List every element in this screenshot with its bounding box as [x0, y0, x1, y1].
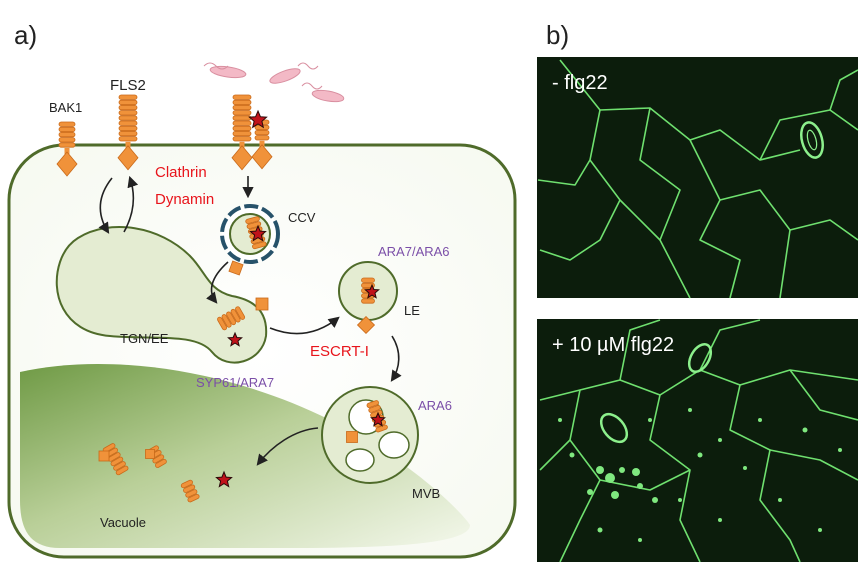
cell-wall-outline	[539, 439, 571, 471]
tgn-ee-compartment	[55, 226, 268, 364]
endosome-punctum	[818, 528, 822, 532]
endosome-punctum	[597, 527, 603, 533]
endosome-punctum	[678, 498, 682, 502]
label-fls2: FLS2	[110, 77, 146, 94]
label-tgn-ee: TGN/EE	[120, 331, 169, 346]
cell-wall-outline	[699, 199, 741, 299]
label-escrt: ESCRT-I	[310, 343, 369, 360]
flg22-ligand-icon	[248, 109, 268, 129]
flg22-ligand-icon	[249, 224, 267, 242]
degraded-receptor	[180, 479, 200, 503]
label-ara6: ARA6	[418, 398, 452, 413]
endosome-punctum	[743, 466, 747, 470]
endosome-punctum	[758, 418, 762, 422]
cell-wall-outline	[829, 69, 858, 111]
kinase-domain	[255, 297, 269, 311]
kinase-domain	[98, 450, 110, 462]
label-ccv: CCV	[288, 210, 316, 225]
receptor-bak1-activated	[251, 119, 273, 170]
endosome-punctum	[697, 452, 703, 458]
endosome-punctum	[605, 473, 615, 483]
micrograph-treated: + 10 µM flg22	[537, 319, 858, 562]
cell-wall-outline	[539, 369, 858, 401]
arrow-ccv-to-tgn	[206, 261, 229, 304]
label-ara7-ara6: ARA7/ARA6	[378, 244, 450, 259]
receptor-fls2	[117, 94, 139, 171]
cell-wall-outline	[619, 199, 661, 241]
flg22-ligand-icon	[227, 331, 243, 347]
mvb-vesicle	[378, 431, 410, 459]
arrow-recycling-up	[123, 175, 139, 233]
endosome-punctum	[619, 467, 625, 473]
endosome-punctum	[637, 483, 643, 489]
stomata	[800, 121, 824, 159]
stomata	[687, 343, 713, 373]
flg22-ligand-icon	[364, 283, 380, 299]
cell-wall-outline	[599, 469, 691, 491]
label-syp61-ara7: SYP61/ARA7	[196, 375, 274, 390]
kinase-domain	[346, 431, 358, 443]
kinase-domain	[356, 315, 376, 335]
cell-wall-outline	[789, 369, 858, 421]
endosome-punctum	[587, 489, 593, 495]
flg22-ligand-icon	[215, 470, 233, 488]
endosome-punctum	[778, 498, 782, 502]
label-clathrin: Clathrin	[155, 164, 207, 181]
cell-wall-outline	[699, 319, 761, 371]
flg22-ligand-icon	[370, 411, 386, 427]
cell-wall-outline	[789, 219, 858, 241]
receptor-bak1	[56, 121, 78, 177]
flagellin-bacteria	[203, 62, 345, 103]
endosome-punctum	[688, 408, 692, 412]
micrograph-treated-label: + 10 µM flg22	[552, 334, 674, 356]
endosome-punctum	[718, 518, 722, 522]
receptor-in-tgn	[217, 306, 246, 331]
endosome-punctum	[558, 418, 562, 422]
mvb-vesicle	[345, 448, 375, 472]
kinase-domain	[228, 260, 244, 276]
endosome-punctum	[632, 468, 640, 476]
kinase-domain	[145, 449, 155, 459]
endosome-punctum	[569, 452, 575, 458]
degraded-receptor	[102, 443, 129, 476]
cell-wall-outline	[619, 319, 661, 381]
arrow-mvb-to-vacuole	[256, 427, 319, 466]
micrograph-control: - flg22	[537, 57, 858, 299]
label-le: LE	[404, 303, 420, 318]
cell-wall-outline	[769, 449, 858, 481]
label-mvb: MVB	[412, 486, 440, 501]
label-bak1: BAK1	[49, 100, 82, 115]
receptor-group	[56, 94, 388, 503]
cell-wall-outline	[539, 109, 621, 261]
endosome-punctum	[596, 466, 604, 474]
arrow-tgn-to-le	[269, 316, 340, 335]
stomata	[599, 412, 629, 444]
cell-wall-outline	[759, 109, 858, 161]
micrograph-control-label: - flg22	[552, 72, 608, 94]
vacuole	[20, 363, 470, 548]
cell-wall-outline	[689, 139, 791, 299]
panel-a-letter: a)	[14, 20, 37, 50]
endosome-punctum	[802, 427, 808, 433]
cell-wall-outline	[729, 384, 801, 562]
arrow-le-to-mvb	[390, 335, 402, 382]
endosome-punctum	[838, 448, 842, 452]
cell-wall-outline	[537, 159, 591, 186]
endosome-punctum	[648, 418, 652, 422]
receptor-fls2-activated	[231, 94, 253, 171]
endosome-punctum	[611, 491, 619, 499]
cell-wall-outline	[639, 107, 691, 299]
endosome-punctum	[652, 497, 658, 503]
arrow-recycling-down	[98, 177, 113, 234]
label-vacuole: Vacuole	[100, 515, 146, 530]
panel-b-letter: b)	[546, 20, 569, 50]
endosome-punctum	[638, 538, 642, 542]
label-dynamin: Dynamin	[155, 191, 214, 208]
endosome-punctum	[718, 438, 722, 442]
